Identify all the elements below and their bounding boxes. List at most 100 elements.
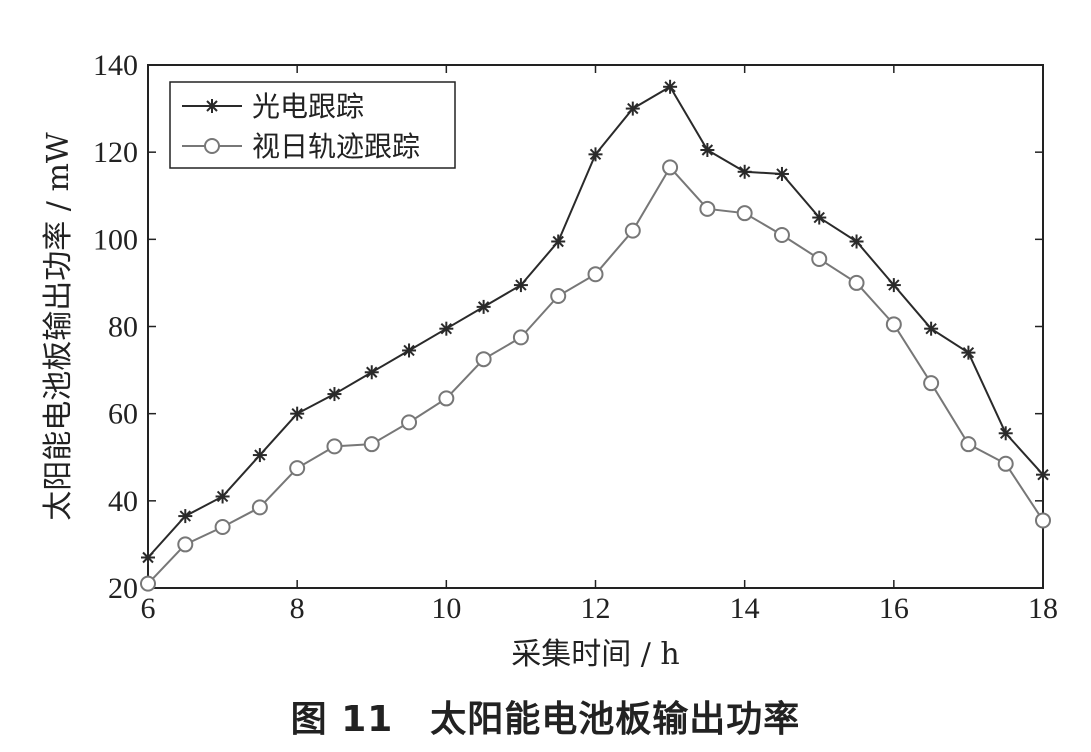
data-point-circle [204,138,220,154]
legend-entry-2: 视日轨迹跟踪 [182,130,420,163]
data-point-circle [401,414,418,431]
data-point-asterisk [1036,467,1050,482]
series-line [147,165,1044,585]
asterisk-stroke [206,100,218,112]
asterisk-stroke [440,322,453,335]
data-point-asterisk [625,101,640,116]
y-axis-label: 太阳能电池板输出功率 / mW [41,132,76,521]
data-point-circle [140,575,156,592]
line-chart: 6 8 10 12 14 16 18 20 40 60 80 100 120 140 采集时间 / h 太… [41,49,1058,672]
data-point-asterisk [327,387,342,402]
data-point-circle [960,436,977,453]
data-point-circle [214,518,231,535]
data-point-asterisk [998,426,1013,441]
data-point-asterisk [737,164,752,179]
y-tick-label: 20 [108,572,138,605]
asterisk-stroke [515,279,527,291]
x-axis-label: 采集时间 / h [511,637,680,672]
asterisk-stroke [216,490,229,503]
data-point-circle [662,159,679,176]
asterisk-stroke [291,407,303,420]
asterisk-stroke [179,510,191,522]
asterisk-stroke [962,346,975,359]
y-tick-label: 100 [93,223,138,256]
y-tick-label: 40 [108,485,138,518]
asterisk-stroke [888,279,900,291]
data-point-asterisk [252,448,267,463]
asterisk-stroke [664,81,676,93]
x-tick-label: 16 [879,592,909,625]
data-point-circle [923,375,940,392]
data-point-asterisk [439,321,454,336]
data-point-asterisk [513,278,528,293]
data-point-asterisk [215,489,230,504]
series-2 [140,159,1051,592]
data-point-asterisk [700,142,715,157]
data-point-circle [363,436,380,453]
data-point-asterisk [551,234,566,249]
data-point-circle [773,226,790,243]
data-point-circle [326,438,343,455]
x-tick-label: 8 [290,592,305,625]
data-point-asterisk [141,550,155,565]
x-tick-label: 10 [431,592,461,625]
data-point-circle [885,316,902,333]
x-tick-label: 12 [581,592,611,625]
asterisk-stroke [813,211,825,224]
y-tick-label: 80 [108,311,138,344]
data-point-asterisk [290,406,305,421]
axis-ticks: 6 8 10 12 14 16 18 20 40 60 80 100 120 140 [93,49,1058,625]
data-point-asterisk [402,343,417,358]
data-point-asterisk [364,365,379,380]
data-point-asterisk [886,278,901,293]
x-tick-label: 6 [141,592,156,625]
series-layer [140,79,1051,592]
asterisk-stroke [1037,468,1049,481]
asterisk-stroke [1000,427,1012,439]
legend-entry-1: 光电跟踪 [182,90,364,123]
legend-box [169,81,456,169]
data-point-circle [848,274,865,291]
data-point-circle [512,329,529,346]
data-point-circle [550,287,567,304]
series-1 [141,79,1050,565]
x-tick-label: 14 [730,592,760,625]
asterisk-stroke [701,144,714,156]
data-point-circle [251,499,268,516]
data-point-circle [997,455,1014,472]
data-point-asterisk [849,234,864,249]
data-point-asterisk [178,509,193,524]
data-point-circle [699,200,716,217]
data-point-circle [1035,512,1051,529]
figure-caption: 图 11 太阳能电池板输出功率 [290,699,801,740]
asterisk-stroke [477,301,490,313]
asterisk-stroke [552,235,564,248]
data-point-circle [438,390,455,407]
legend-label: 视日轨迹跟踪 [252,130,420,163]
legend-label: 光电跟踪 [252,90,364,123]
data-point-asterisk [205,99,219,113]
data-point-circle [475,351,492,368]
data-point-asterisk [812,210,827,225]
data-point-circle [587,266,604,283]
data-point-asterisk [961,345,976,360]
data-point-circle [624,222,641,239]
y-tick-label: 140 [93,49,138,82]
asterisk-stroke [328,388,341,400]
data-point-circle [811,250,828,267]
y-tick-label: 120 [93,136,138,169]
data-point-asterisk [774,166,789,181]
data-point-circle [289,460,306,477]
asterisk-stroke [142,551,154,564]
data-point-circle [177,536,194,553]
asterisk-stroke [403,344,415,357]
y-tick-label: 60 [108,398,138,431]
asterisk-stroke [589,148,602,161]
asterisk-stroke [738,166,751,178]
data-point-circle [736,205,753,222]
asterisk-stroke [627,102,639,115]
asterisk-stroke [366,366,378,378]
asterisk-stroke [925,322,937,335]
asterisk-stroke [850,235,863,248]
